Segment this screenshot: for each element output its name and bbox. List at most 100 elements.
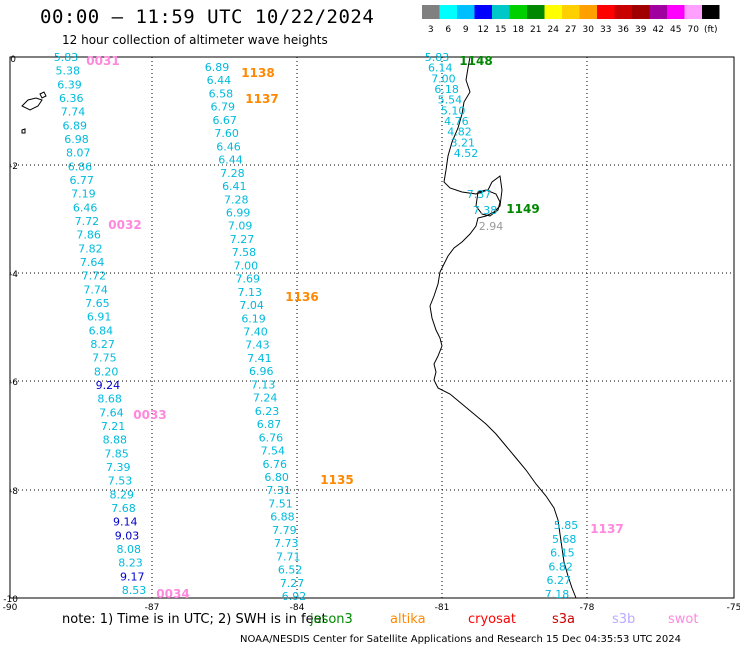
swh-value-track-b: 7.28 [224, 193, 249, 206]
island-galapagos-large [21, 97, 43, 111]
swh-value-track-a: 7.64 [99, 406, 124, 419]
swh-value-track-c: 3.21 [451, 136, 476, 149]
island-galapagos-tiny [21, 128, 26, 134]
swh-value-track-a: 9.24 [96, 379, 121, 392]
colorbar-swatch [579, 5, 597, 19]
swh-value-track-a: 6.89 [62, 119, 87, 132]
swh-value-track-b: 7.09 [228, 220, 253, 233]
swh-value-track-a: 6.86 [68, 160, 93, 173]
colorbar-swatch [632, 5, 650, 19]
colorbar-swatch [597, 5, 615, 19]
swh-value-track-b: 7.79 [272, 524, 297, 537]
latitude-tick-label: -6 [9, 378, 18, 388]
swh-value-track-a: 8.20 [94, 365, 119, 378]
swh-value-track-b: 6.67 [212, 114, 237, 127]
swh-value-track-b: 7.27 [280, 577, 305, 590]
swh-value-track-a: 6.84 [89, 324, 114, 337]
swh-value-track-b: 6.19 [241, 312, 266, 325]
swh-value-track-b: 7.58 [232, 246, 257, 259]
swh-value-track-a: 7.68 [111, 502, 136, 515]
colorbar-swatch [457, 5, 475, 19]
swh-value-track-b: 7.24 [253, 392, 278, 405]
colorbar-label: 30 [583, 25, 595, 35]
swh-value-track-b: 6.23 [255, 405, 280, 418]
colorbar-swatch [527, 5, 545, 19]
pass-label: 1149 [506, 202, 539, 216]
swh-value-track-b: 6.46 [216, 140, 241, 153]
map-frame [9, 56, 735, 599]
swh-value-track-b: 7.51 [268, 497, 293, 510]
colorbar-swatch [422, 5, 440, 19]
pass-label: 1138 [241, 66, 274, 80]
colorbar-label: 27 [565, 25, 576, 35]
swh-value-track-b: 7.43 [245, 339, 270, 352]
swh-value-track-b: 6.89 [205, 61, 230, 74]
satellite-altika: altika [390, 612, 426, 627]
swh-value-track-d: 7.38 [473, 204, 498, 217]
swh-value-track-e: 5.85 [554, 519, 579, 532]
colorbar-label: 33 [600, 25, 611, 35]
pass-label: 1136 [285, 290, 318, 304]
island-galapagos-small [39, 91, 47, 99]
swh-value-track-e: 7.18 [545, 588, 570, 601]
longitude-tick-label: -78 [580, 603, 595, 613]
swh-value-track-a: 6.77 [69, 174, 94, 187]
swh-value-track-b: 6.58 [209, 87, 234, 100]
altimeter-tracks: 5.835.386.396.367.746.896.988.076.866.77… [54, 51, 579, 603]
swh-value-track-b: 6.52 [278, 564, 303, 577]
swh-value-track-a: 7.85 [104, 447, 129, 460]
colorbar-label: 24 [548, 25, 560, 35]
colorbar-label: 70 [688, 25, 700, 35]
page-title: 00:00 — 11:59 UTC 10/22/2024 [40, 6, 375, 28]
longitude-tick-label: -84 [290, 603, 305, 613]
swh-value-track-b: 7.69 [236, 273, 261, 286]
pass-label: 1137 [245, 92, 278, 106]
colorbar-swatch [684, 5, 702, 19]
swh-value-track-a: 5.83 [54, 51, 79, 64]
pass-label: 1148 [459, 54, 492, 68]
coastline-mainland [429, 56, 577, 599]
swh-value-track-e: 6.27 [547, 574, 572, 587]
swh-value-track-b: 7.04 [239, 299, 264, 312]
swh-value-track-b: 6.99 [226, 206, 251, 219]
colorbar-label: 42 [653, 25, 664, 35]
swh-value-track-a: 7.75 [92, 352, 117, 365]
colorbar-label: 15 [495, 25, 506, 35]
swh-value-track-c: 5.10 [441, 104, 466, 117]
colorbar-swatch [702, 5, 720, 19]
swh-value-track-a: 8.68 [97, 393, 122, 406]
swh-value-track-b: 6.76 [263, 458, 288, 471]
swh-value-track-e: 6.82 [548, 560, 573, 573]
colorbar-label: 36 [618, 25, 630, 35]
swh-value-track-b: 7.31 [266, 484, 291, 497]
colorbar-legend: 3 6 9 12 15 18 21 24 27 30 33 36 39 42 45 70 (ft) [422, 5, 720, 35]
latitude-tick-label: 0 [10, 55, 16, 65]
swh-value-track-c: 4.82 [447, 126, 472, 139]
swh-value-track-d: 2.94 [479, 220, 504, 233]
coastline [21, 56, 577, 599]
swh-value-track-a: 8.27 [90, 338, 115, 351]
swh-value-track-b: 7.13 [251, 378, 276, 391]
swh-value-track-a: 7.72 [82, 270, 107, 283]
swh-value-track-b: 7.13 [237, 286, 262, 299]
swh-value-track-a: 6.98 [64, 133, 89, 146]
swh-value-track-a: 7.82 [78, 242, 103, 255]
swh-value-track-b: 7.41 [247, 352, 272, 365]
latitude-tick-label: -10 [3, 595, 18, 605]
colorbar-label: 45 [670, 25, 681, 35]
swh-value-track-a: 9.14 [113, 516, 138, 529]
island-gulf [475, 189, 501, 217]
swh-value-track-b: 6.44 [207, 74, 232, 87]
colorbar-swatch [492, 5, 510, 19]
longitude-tick-label: -87 [145, 603, 160, 613]
swh-value-track-c: 5.54 [438, 94, 463, 107]
swh-value-track-c: 4.76 [444, 115, 469, 128]
swh-value-track-a: 8.07 [66, 147, 91, 160]
swh-value-track-a: 7.19 [71, 188, 96, 201]
swh-value-track-b: 6.79 [211, 101, 236, 114]
swh-value-track-b: 7.40 [243, 326, 268, 339]
swh-value-track-c: 7.00 [431, 72, 456, 85]
swh-value-track-b: 7.71 [276, 550, 301, 563]
colorbar-swatch [509, 5, 527, 19]
